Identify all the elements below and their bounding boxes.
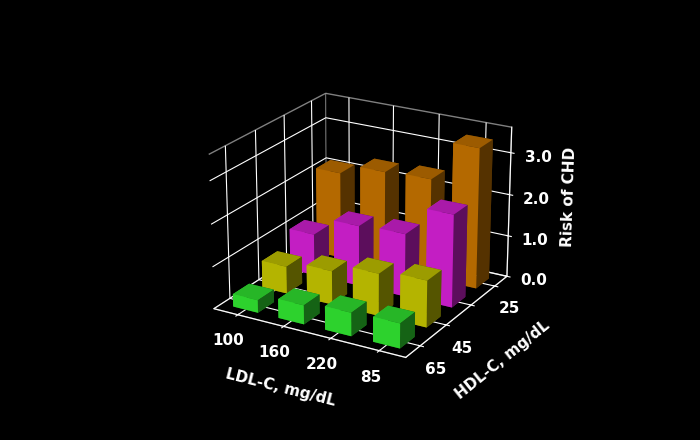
X-axis label: LDL-C, mg/dL: LDL-C, mg/dL bbox=[223, 366, 337, 408]
Y-axis label: HDL-C, mg/dL: HDL-C, mg/dL bbox=[453, 318, 553, 402]
